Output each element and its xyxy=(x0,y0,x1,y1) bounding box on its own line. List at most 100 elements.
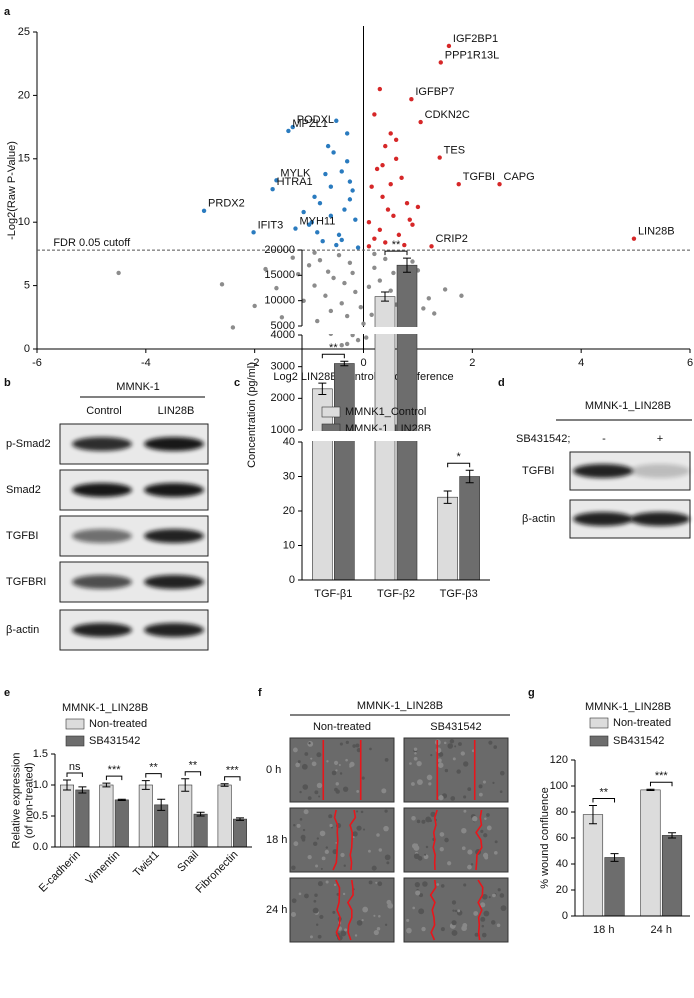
point xyxy=(366,244,372,249)
point xyxy=(251,230,256,235)
point xyxy=(315,318,320,324)
point xyxy=(336,252,342,258)
point-label: MYH11 xyxy=(299,215,335,227)
texture xyxy=(328,814,333,819)
point xyxy=(358,304,363,310)
texture xyxy=(383,825,389,832)
axis-break xyxy=(303,327,491,334)
significance-bracket xyxy=(145,773,162,778)
x-tick-label: 6 xyxy=(687,357,693,369)
texture xyxy=(463,795,467,799)
point xyxy=(372,265,377,271)
blot-band xyxy=(630,464,690,478)
error-bar xyxy=(668,832,677,839)
texture xyxy=(356,825,362,831)
point xyxy=(410,222,415,227)
texture xyxy=(467,864,472,870)
bar xyxy=(661,835,683,917)
x-tick-label: Snail xyxy=(175,849,201,875)
point xyxy=(391,213,396,219)
point xyxy=(306,263,312,268)
error-bar xyxy=(117,798,126,801)
texture xyxy=(325,846,328,849)
point xyxy=(372,236,377,241)
point xyxy=(293,226,298,231)
point xyxy=(317,200,323,206)
point xyxy=(409,97,414,102)
texture xyxy=(500,770,505,776)
point xyxy=(263,266,268,272)
y-tick-label: 3000 xyxy=(271,361,295,373)
texture xyxy=(470,863,474,866)
x-tick-label: 4 xyxy=(578,357,584,369)
significance-label: ** xyxy=(189,760,198,772)
texture xyxy=(422,881,428,887)
wound-image xyxy=(289,737,395,803)
texture xyxy=(413,844,420,851)
texture xyxy=(481,893,488,900)
panel-letter: g xyxy=(528,687,535,699)
x-tick-label: Fibronectin xyxy=(194,849,241,896)
point xyxy=(380,194,385,200)
legend-swatch xyxy=(589,735,609,747)
wound-edge xyxy=(429,879,437,941)
y-tick-label: 5000 xyxy=(271,320,295,332)
significance-label: *** xyxy=(655,770,669,782)
point xyxy=(374,166,380,172)
bar xyxy=(114,799,129,848)
point xyxy=(344,313,350,319)
texture xyxy=(460,751,465,756)
texture xyxy=(438,795,444,801)
texture xyxy=(486,825,492,831)
texture xyxy=(499,790,503,794)
point xyxy=(334,242,339,248)
point xyxy=(230,325,236,330)
texture xyxy=(426,774,433,781)
point xyxy=(301,298,306,304)
texture xyxy=(317,934,322,939)
texture xyxy=(312,907,319,914)
point xyxy=(355,337,361,343)
legend-swatch xyxy=(589,717,609,729)
texture xyxy=(293,841,299,847)
point xyxy=(270,187,275,192)
wound-edge xyxy=(432,809,438,871)
point xyxy=(312,283,317,288)
error-bar xyxy=(78,786,87,794)
texture xyxy=(438,751,444,757)
texture xyxy=(451,900,457,905)
significance-bracket xyxy=(384,250,408,256)
y-tick-label: 80 xyxy=(556,806,568,818)
cell-line-label: MMNK-1_LIN28B xyxy=(357,700,443,712)
point xyxy=(369,184,374,189)
point xyxy=(116,270,121,276)
point-label: IGF2BP1 xyxy=(453,33,498,45)
point xyxy=(393,137,399,142)
bar xyxy=(640,789,661,917)
texture xyxy=(492,893,496,898)
significance-bracket xyxy=(592,798,616,803)
bar xyxy=(60,784,75,848)
bar xyxy=(75,789,90,848)
texture xyxy=(335,782,339,786)
x-tick-label: 18 h xyxy=(593,924,614,936)
point xyxy=(432,311,437,316)
texture xyxy=(484,817,487,821)
texture xyxy=(424,853,427,856)
significance-bracket xyxy=(224,776,241,781)
texture xyxy=(319,914,324,920)
texture xyxy=(409,762,412,765)
texture xyxy=(361,776,365,780)
texture xyxy=(316,752,322,758)
point xyxy=(353,289,358,295)
point xyxy=(331,150,336,155)
point xyxy=(339,342,344,348)
y-tick-label: 10 xyxy=(18,216,30,228)
point xyxy=(372,251,377,257)
texture xyxy=(458,742,462,746)
texture xyxy=(456,769,461,774)
error-bar xyxy=(646,788,655,792)
bar xyxy=(178,784,193,848)
y-tick-label: 25 xyxy=(18,26,30,38)
point-label: CAPG xyxy=(504,171,535,183)
